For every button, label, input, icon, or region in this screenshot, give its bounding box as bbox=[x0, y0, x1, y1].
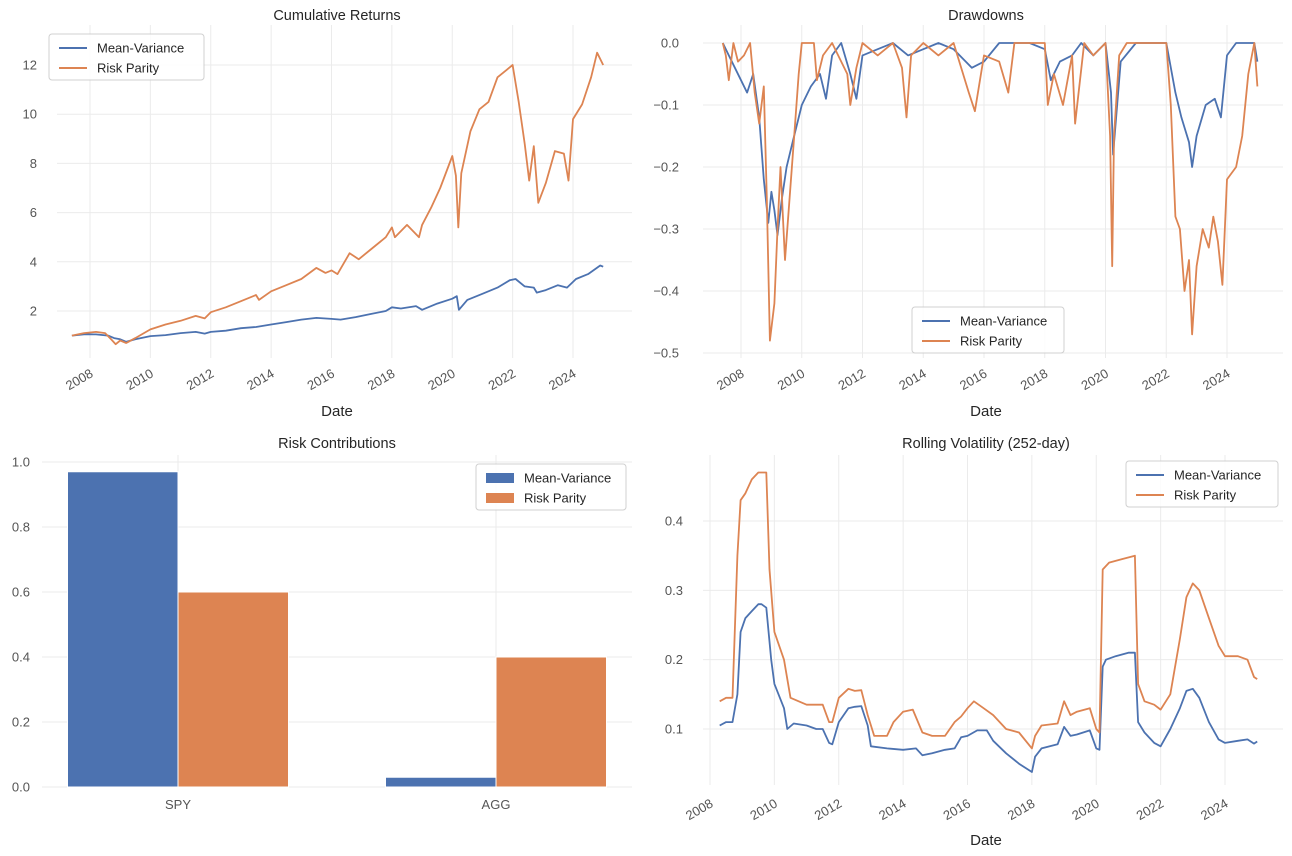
x-tick-label: 2018 bbox=[1005, 796, 1038, 823]
legend-entry: Risk Parity bbox=[960, 334, 1023, 349]
x-tick-label: 2024 bbox=[1198, 796, 1231, 823]
x-tick-label: 2018 bbox=[365, 366, 398, 393]
chart-title: Rolling Volatility (252-day) bbox=[902, 436, 1070, 452]
y-tick-label: 0.6 bbox=[12, 585, 30, 600]
legend-entry: Mean-Variance bbox=[97, 41, 184, 56]
bar-spy-risk-parity bbox=[177, 591, 289, 788]
y-tick-label: −0.4 bbox=[653, 284, 679, 299]
x-tick-label: 2022 bbox=[1134, 796, 1167, 823]
series-line-risk-parity bbox=[721, 42, 1259, 342]
x-tick-label: 2022 bbox=[1139, 366, 1172, 393]
x-tick-label: 2012 bbox=[184, 366, 217, 393]
legend: Mean-Variance Risk Parity bbox=[48, 33, 205, 81]
y-tick-label: 0.4 bbox=[12, 650, 30, 665]
bar-agg-risk-parity bbox=[495, 656, 607, 788]
x-tick-label: 2020 bbox=[425, 366, 458, 393]
x-axis-label: Date bbox=[321, 403, 353, 420]
y-tick-label: 10 bbox=[23, 107, 37, 122]
legend-entry: Risk Parity bbox=[524, 491, 587, 506]
x-tick-label: SPY bbox=[165, 797, 191, 812]
y-tick-label: 0.2 bbox=[665, 652, 683, 667]
x-tick-label: 2016 bbox=[957, 366, 990, 393]
x-tick-label: 2016 bbox=[940, 796, 973, 823]
bar-spy-mean-variance bbox=[67, 471, 179, 788]
x-tick-label: 2010 bbox=[775, 366, 808, 393]
risk-contributions-chart: Risk Contributions 0.0 0.2 0.4 0.6 0.8 1.0 SPY… bbox=[12, 436, 632, 812]
chart-title: Drawdowns bbox=[948, 8, 1024, 24]
legend-frame bbox=[48, 33, 205, 81]
y-tick-label: 0.0 bbox=[661, 36, 679, 51]
y-tick-label: 0.2 bbox=[12, 715, 30, 730]
rolling-volatility-chart: Rolling Volatility (252-day) 2008 2010 201… bbox=[665, 436, 1283, 849]
x-tick-label: 2014 bbox=[876, 796, 909, 823]
x-tick-label: 2024 bbox=[1200, 366, 1233, 393]
x-tick-label: 2012 bbox=[835, 366, 868, 393]
x-tick-label: 2014 bbox=[896, 366, 929, 393]
y-tick-label: 6 bbox=[30, 205, 37, 220]
x-tick-label: 2022 bbox=[486, 366, 519, 393]
x-tick-label: 2018 bbox=[1018, 366, 1051, 393]
x-tick-label: 2016 bbox=[304, 366, 337, 393]
x-tick-label: 2008 bbox=[683, 796, 716, 823]
series-line-mean-variance bbox=[721, 42, 1259, 237]
y-tick-label: 4 bbox=[30, 254, 37, 269]
legend-entry: Mean-Variance bbox=[524, 471, 611, 486]
legend-entry: Risk Parity bbox=[1174, 488, 1237, 503]
x-tick-label: AGG bbox=[482, 797, 511, 812]
y-tick-label: −0.3 bbox=[653, 222, 679, 237]
y-tick-label: −0.1 bbox=[653, 98, 679, 113]
y-tick-label: 12 bbox=[23, 58, 37, 73]
legend: Mean-Variance Risk Parity bbox=[1125, 460, 1279, 508]
y-tick-label: 8 bbox=[30, 156, 37, 171]
y-tick-label: 0.1 bbox=[665, 722, 683, 737]
series-line-risk-parity bbox=[719, 471, 1258, 750]
bar-agg-mean-variance bbox=[385, 776, 497, 788]
x-tick-label: 2010 bbox=[123, 366, 156, 393]
y-tick-label: 0.3 bbox=[665, 583, 683, 598]
x-tick-label: 2014 bbox=[244, 366, 277, 393]
chart-title: Risk Contributions bbox=[278, 436, 396, 452]
y-tick-label: 1.0 bbox=[12, 455, 30, 470]
y-tick-label: −0.5 bbox=[653, 346, 679, 361]
cumulative-returns-chart: Cumulative Returns 2008 2010 2012 2014 2016 2… bbox=[23, 8, 632, 420]
x-tick-label: 2020 bbox=[1069, 796, 1102, 823]
x-tick-label: 2020 bbox=[1078, 366, 1111, 393]
drawdowns-chart: Drawdowns 2008 2010 2012 2014 2016 2018 2020 20… bbox=[653, 8, 1283, 420]
y-tick-label: −0.2 bbox=[653, 160, 679, 175]
legend-swatch bbox=[486, 473, 514, 483]
x-tick-label: 2012 bbox=[812, 796, 845, 823]
legend-swatch bbox=[486, 493, 514, 503]
x-axis-label: Date bbox=[970, 832, 1002, 849]
series-line-mean-variance bbox=[719, 603, 1258, 773]
legend-entry: Risk Parity bbox=[97, 61, 160, 76]
series-line-mean-variance bbox=[71, 264, 604, 343]
legend: Mean-Variance Risk Parity bbox=[911, 306, 1065, 354]
legend-entry: Mean-Variance bbox=[1174, 468, 1261, 483]
x-axis-label: Date bbox=[970, 403, 1002, 420]
y-tick-label: 2 bbox=[30, 304, 37, 319]
x-tick-label: 2008 bbox=[63, 366, 96, 393]
x-tick-label: 2008 bbox=[714, 366, 747, 393]
y-tick-label: 0.8 bbox=[12, 520, 30, 535]
series-line-risk-parity bbox=[71, 51, 605, 346]
legend: Mean-Variance Risk Parity bbox=[475, 463, 627, 511]
x-tick-label: 2024 bbox=[546, 366, 579, 393]
x-tick-label: 2010 bbox=[747, 796, 780, 823]
y-tick-label: 0.4 bbox=[665, 514, 683, 529]
legend-entry: Mean-Variance bbox=[960, 314, 1047, 329]
chart-title: Cumulative Returns bbox=[273, 8, 400, 24]
y-tick-label: 0.0 bbox=[12, 780, 30, 795]
